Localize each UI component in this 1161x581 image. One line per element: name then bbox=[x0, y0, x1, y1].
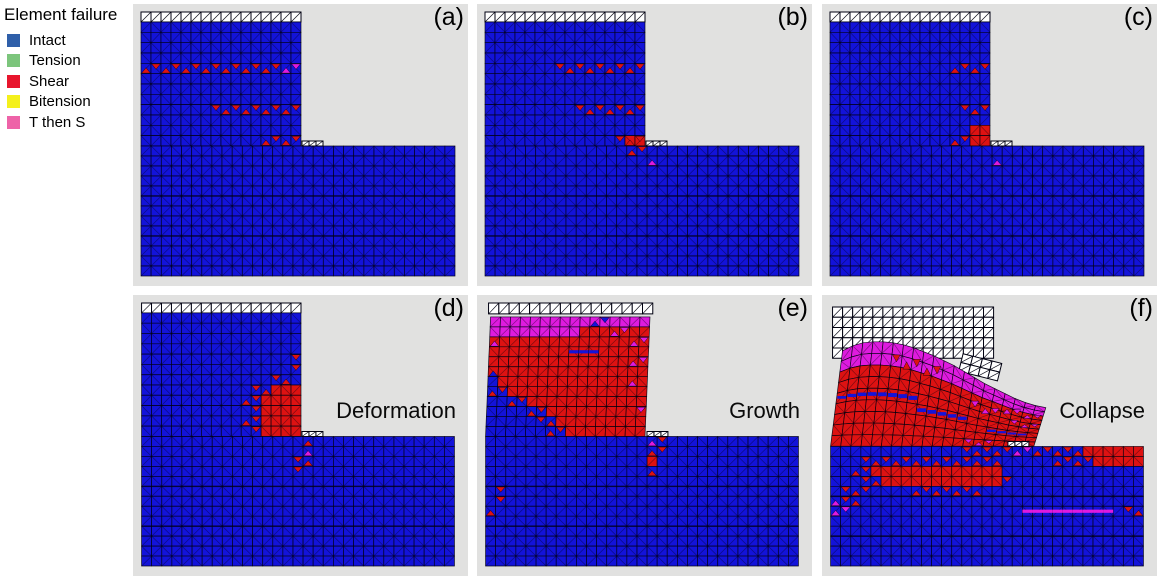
legend-label: Intact bbox=[29, 31, 66, 49]
legend-item-bitension: Bitension bbox=[4, 92, 130, 113]
legend-item-tts: T then S bbox=[4, 112, 130, 133]
legend-title: Element failure bbox=[4, 5, 118, 24]
failure-mesh-f bbox=[830, 306, 1144, 567]
stage-caption-e: Growth bbox=[729, 398, 800, 423]
legend-item-intact: Intact bbox=[4, 30, 130, 51]
legend-label: T then S bbox=[29, 113, 86, 131]
stage-caption-d: Deformation bbox=[336, 398, 456, 423]
legend: Element failure Intact Tension Shear Bitens… bbox=[4, 4, 130, 133]
panel-f: (f) Collapse bbox=[822, 294, 1157, 576]
panel-b: (b) bbox=[477, 3, 812, 286]
failure-mesh-d bbox=[141, 302, 455, 567]
legend-swatch-bitension bbox=[7, 95, 20, 109]
legend-swatch-tts bbox=[7, 115, 20, 129]
panel-label-b: (b) bbox=[777, 3, 808, 31]
legend-label: Tension bbox=[29, 52, 81, 70]
panel-d: (d) Deformation bbox=[133, 294, 468, 576]
legend-swatch-tension bbox=[7, 54, 20, 68]
panel-label-d: (d) bbox=[433, 294, 464, 322]
panel-label-e: (e) bbox=[777, 294, 808, 322]
legend-label: Bitension bbox=[29, 93, 91, 111]
legend-swatch-intact bbox=[7, 33, 20, 47]
panel-label-f: (f) bbox=[1129, 294, 1153, 322]
panel-c: (c) bbox=[822, 3, 1157, 286]
failure-mesh-c bbox=[829, 11, 1145, 277]
panel-label-c: (c) bbox=[1123, 3, 1153, 31]
legend-items: Intact Tension Shear Bitension T then S bbox=[4, 30, 130, 133]
failure-mesh-a bbox=[140, 11, 456, 277]
panel-e: (e) Growth bbox=[477, 294, 812, 576]
failure-mesh-b bbox=[484, 11, 800, 277]
panel-label-a: (a) bbox=[433, 3, 464, 31]
failure-mesh-e bbox=[485, 302, 799, 567]
legend-label: Shear bbox=[29, 72, 70, 90]
legend-item-tension: Tension bbox=[4, 51, 130, 72]
panel-a: (a) bbox=[133, 3, 468, 286]
stage-caption-f: Collapse bbox=[1059, 398, 1145, 423]
legend-item-shear: Shear bbox=[4, 71, 130, 92]
legend-swatch-shear bbox=[7, 74, 20, 88]
